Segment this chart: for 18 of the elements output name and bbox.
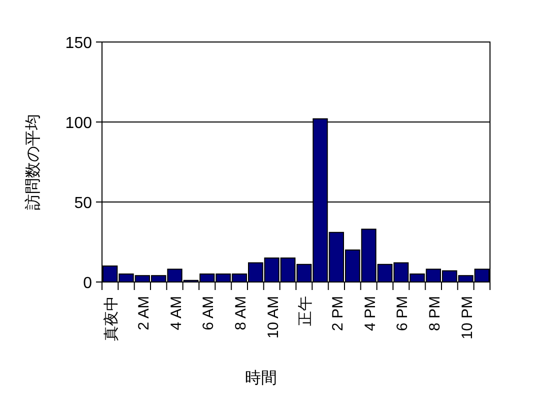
x-tick-label: 10 AM: [264, 296, 282, 339]
x-tick-label: 6 PM: [394, 296, 412, 332]
y-tick-label: 100: [65, 115, 92, 132]
y-tick-label: 150: [65, 35, 92, 52]
x-tick-label: 8 PM: [426, 296, 444, 332]
x-tick-label: 2 PM: [329, 296, 346, 332]
x-tick-label: 4 PM: [362, 296, 379, 332]
y-tick-label: 0: [83, 275, 92, 292]
y-axis-title: 訪問数の平均: [24, 114, 42, 210]
x-tick-label: 4 AM: [168, 296, 185, 330]
x-axis-title: 時間: [245, 369, 277, 387]
x-tick-label: 6 AM: [200, 296, 218, 330]
x-tick-label: 10 PM: [458, 296, 476, 340]
x-tick-label: 8 AM: [232, 296, 250, 330]
x-tick-label: 正午: [297, 296, 314, 326]
y-tick-label: 50: [74, 195, 92, 212]
x-tick-label: 真夜中: [103, 296, 120, 341]
x-tick-label: 2 AM: [135, 296, 152, 330]
